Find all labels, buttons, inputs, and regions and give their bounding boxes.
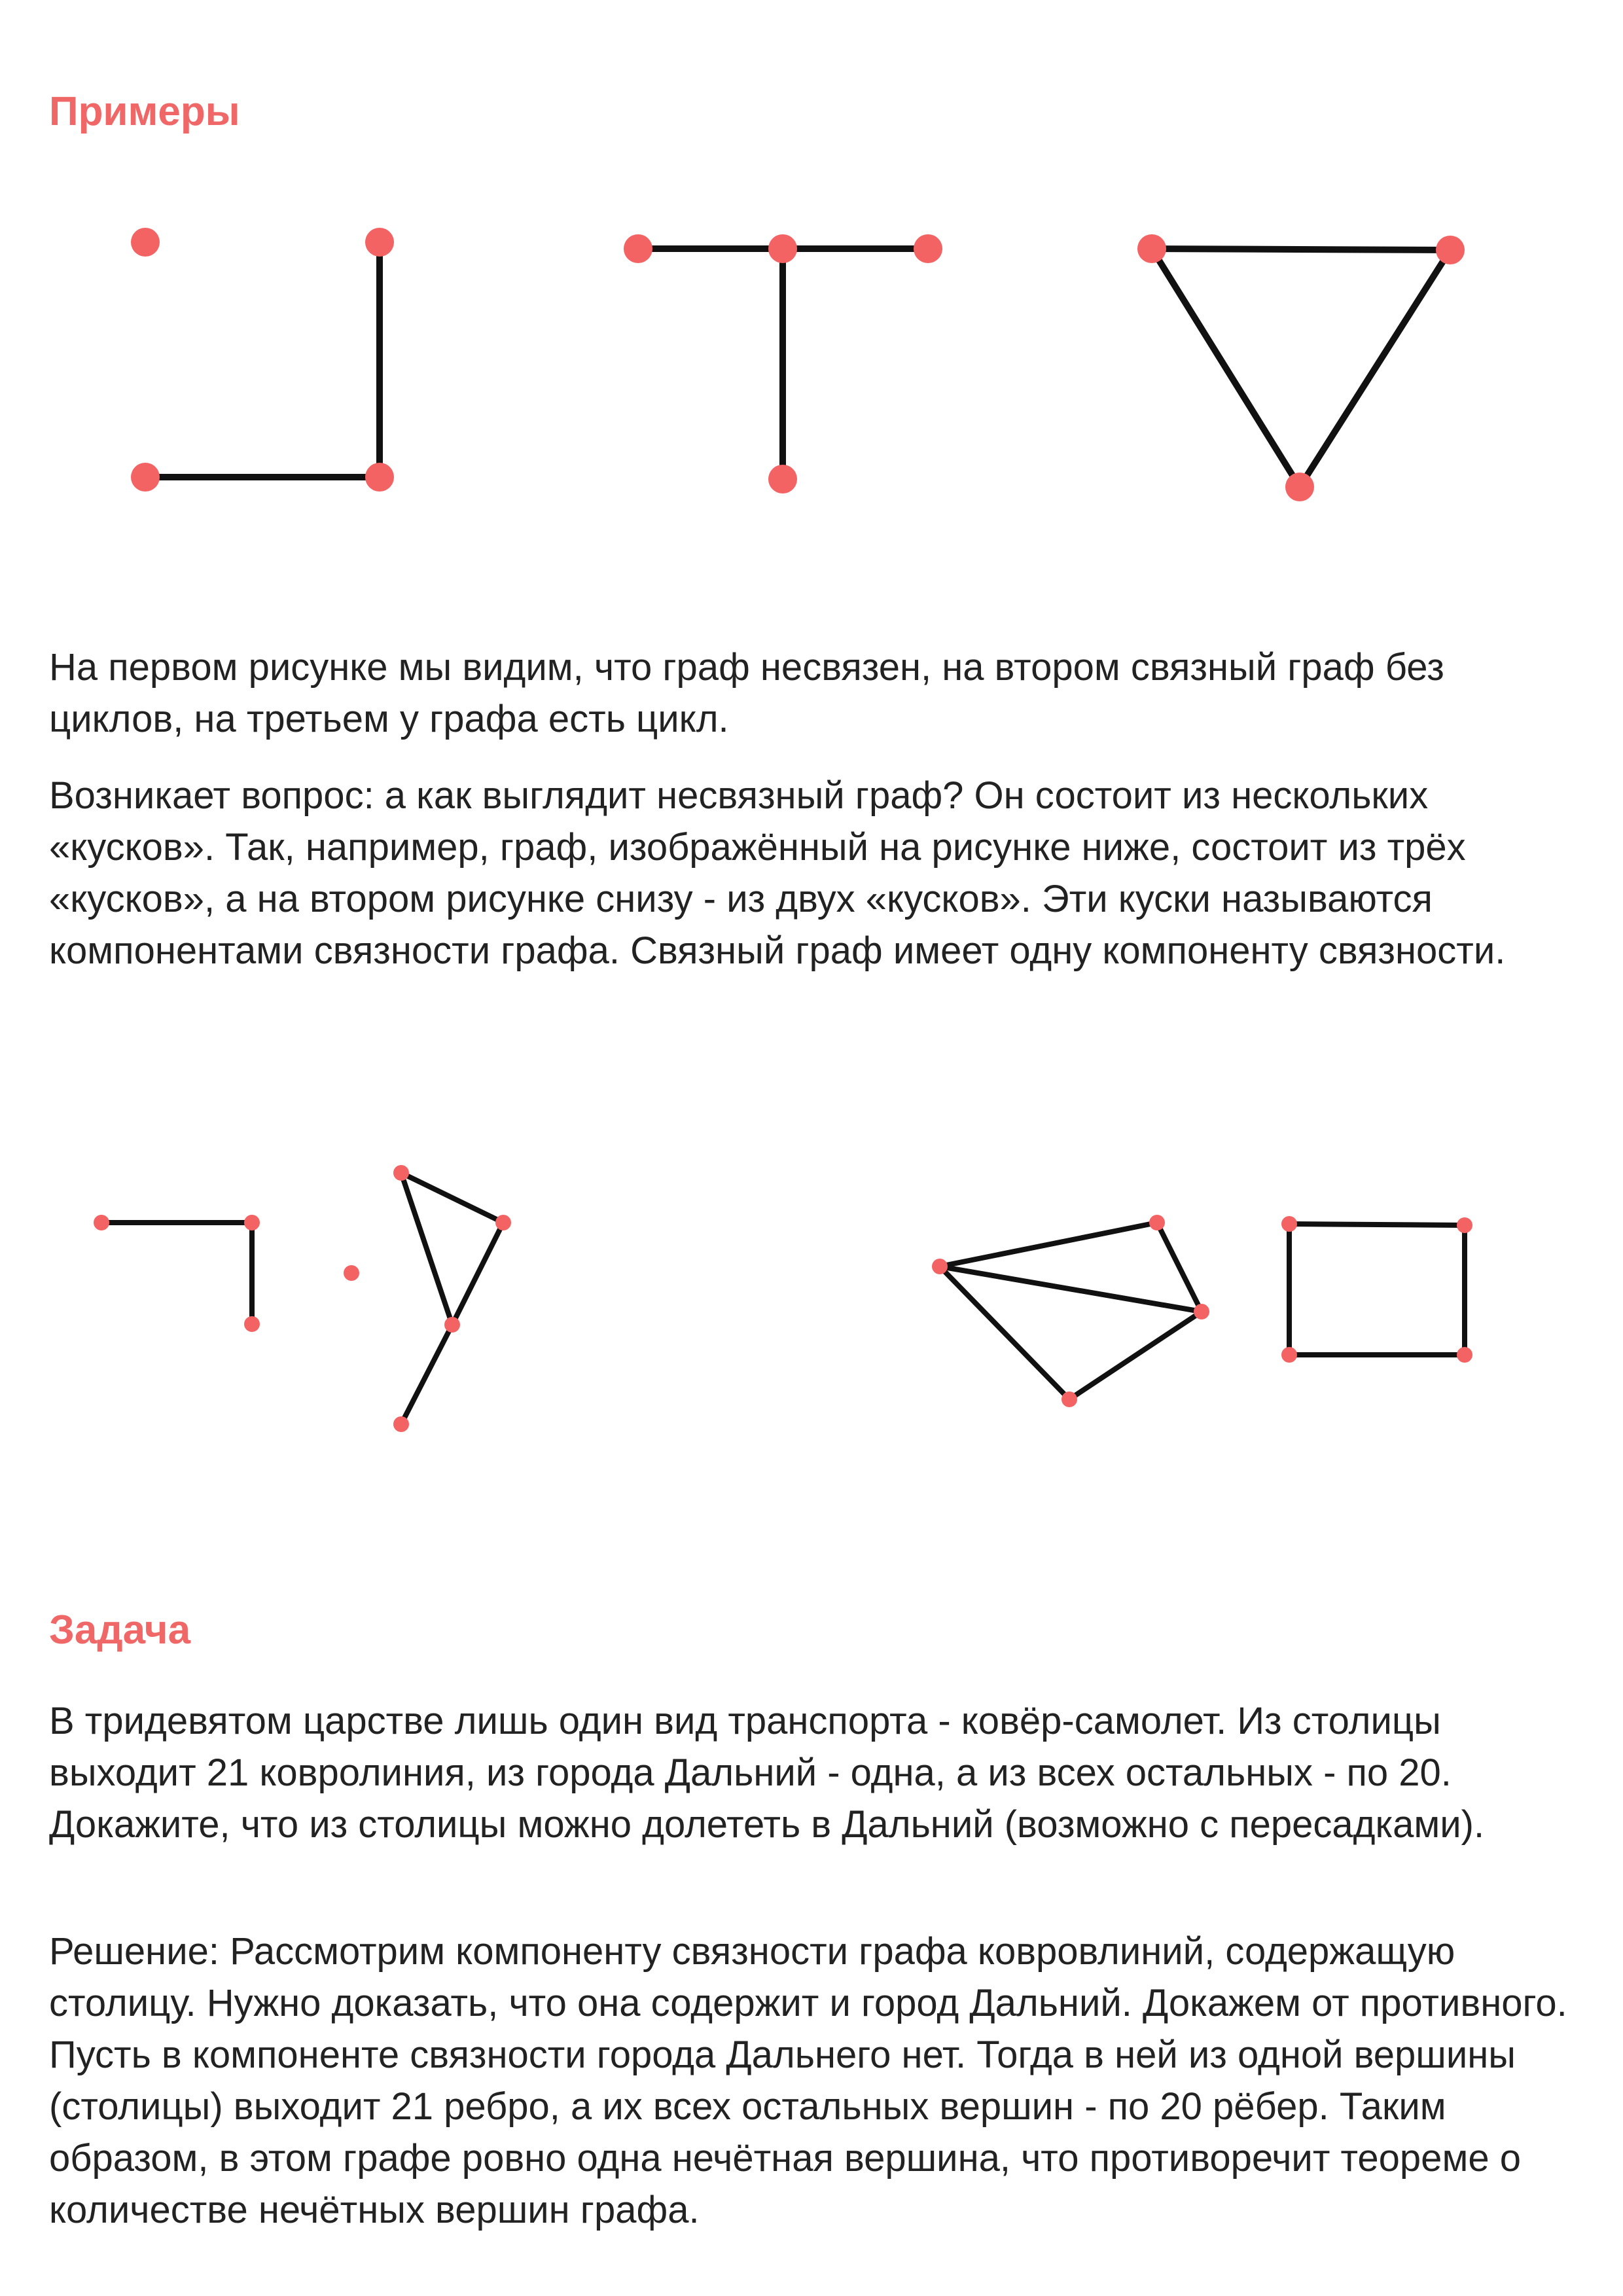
graph-vertex (344, 1265, 359, 1281)
graph-vertex (768, 234, 797, 263)
graph-vertex (94, 1215, 109, 1230)
graph-vertex (1457, 1347, 1472, 1363)
graph-edge (1154, 1220, 1204, 1314)
paragraph-task: В тридевятом царстве лишь один вид транс… (49, 1700, 1485, 1846)
graph-edge (937, 1220, 1160, 1269)
graph-vertex (624, 234, 652, 263)
graph-vertex (932, 1259, 948, 1274)
graph-vertex (1285, 473, 1314, 501)
graph-vertex (768, 465, 797, 493)
task-heading: Задача (49, 1607, 191, 1653)
paragraph-components: Возникает вопрос: а как выглядит несвязн… (49, 774, 1506, 972)
graph-vertex (1436, 236, 1465, 264)
components-figure (94, 1165, 1472, 1432)
graph-edge (1067, 1309, 1204, 1402)
graph-vertex (244, 1215, 260, 1230)
graph-edge (937, 1264, 1204, 1314)
graph-edge (399, 1170, 455, 1327)
graph-edge (399, 1170, 506, 1225)
graph-vertex (1061, 1391, 1077, 1407)
paragraph-intro: На первом рисунке мы видим, что граф нес… (49, 646, 1444, 740)
graph-two-components (932, 1215, 1472, 1407)
graph-vertex (1281, 1216, 1297, 1232)
graph-edge (450, 1220, 506, 1327)
graph-edge (937, 1264, 1072, 1402)
graph-vertex (444, 1317, 460, 1333)
graph-edge (1287, 1221, 1467, 1228)
graph-vertex (131, 228, 160, 257)
graph-tree (624, 234, 942, 493)
paragraph-solution: Решение: Рассмотрим компоненту связности… (49, 1930, 1567, 2231)
examples-figure (131, 228, 1465, 501)
graph-three-components (94, 1165, 511, 1432)
graph-vertex (1137, 234, 1166, 263)
graph-cycle (1137, 234, 1465, 501)
graph-vertex (1457, 1217, 1472, 1233)
graph-vertex (244, 1316, 260, 1332)
graph-edge (399, 1322, 455, 1427)
graph-vertex (914, 234, 942, 263)
graph-edge (1149, 245, 1303, 490)
graph-vertex (393, 1416, 409, 1432)
graph-edge (1149, 245, 1454, 253)
graph-vertex (1149, 1215, 1165, 1230)
graph-vertex (131, 463, 160, 492)
graph-vertex (495, 1215, 511, 1230)
graph-vertex (365, 228, 394, 257)
graph-vertex (365, 463, 394, 492)
graph-vertex (1194, 1304, 1209, 1319)
graph-vertex (393, 1165, 409, 1181)
examples-heading: Примеры (49, 89, 240, 134)
graph-vertex (1281, 1347, 1297, 1363)
graph-disconnected (131, 228, 394, 492)
graph-edge (1296, 247, 1454, 490)
